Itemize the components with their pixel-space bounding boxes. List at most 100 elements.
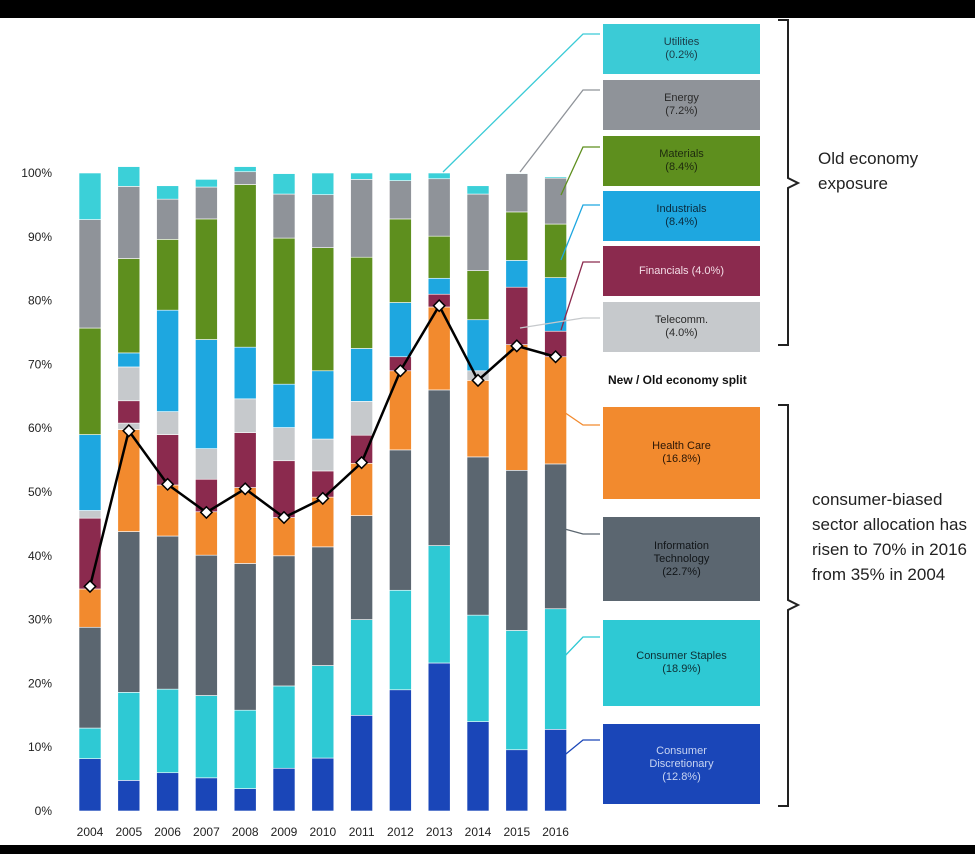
bar-segment	[466, 456, 490, 616]
bar-segment	[350, 619, 373, 716]
legend-it-pct: (22.7%)	[662, 565, 701, 578]
bar-segment	[78, 172, 102, 220]
bar-segment	[389, 172, 412, 181]
y-tick-label: 90%	[28, 230, 52, 244]
legend-connectors	[442, 33, 600, 759]
split-marker	[510, 339, 524, 353]
legend-utilities-label: Utilities	[663, 36, 700, 48]
split-marker	[238, 482, 252, 496]
x-axis: 2004 2005 2006 2007 2008 2009 2010 2011 2012 2013…	[77, 825, 570, 839]
y-axis: 0% 10% 20% 30% 40% 50% 60% 70% 80% 90% 100%	[21, 166, 52, 818]
x-tick-label: 2004	[77, 825, 104, 839]
bar-segment	[311, 665, 335, 759]
legend-energy-label: Energy	[664, 92, 699, 104]
bar-segment	[156, 185, 179, 200]
bar-segment	[117, 258, 141, 354]
bar-segment	[505, 173, 529, 213]
bar-segment	[195, 179, 218, 188]
legend-discretionary-label: Consumer Discretionary	[649, 744, 714, 770]
bar-segment	[156, 535, 179, 690]
bar-segment	[389, 302, 412, 358]
bar-segment	[117, 692, 141, 781]
bar-segment	[389, 218, 412, 303]
bar-segment	[233, 487, 257, 564]
bar-segment	[427, 545, 451, 664]
legend-telecomm: Telecomm. (4.0%)	[603, 302, 760, 352]
bar-segment	[505, 172, 529, 174]
legend-discretionary-pct: (12.8%)	[662, 770, 701, 783]
bar-segment	[272, 767, 296, 812]
split-marker	[393, 364, 408, 378]
split-marker	[354, 455, 369, 470]
bar-segment	[272, 427, 296, 462]
bar-segment	[195, 448, 218, 480]
bar-segment	[544, 177, 567, 225]
bar-segment	[427, 172, 451, 180]
legend-braces	[778, 19, 801, 807]
bar-segment	[78, 588, 102, 628]
bar-segment	[505, 470, 529, 631]
y-tick-label: 80%	[28, 294, 52, 308]
legend-energy-pct: (7.2%)	[665, 105, 698, 117]
bar-segment	[544, 729, 567, 812]
bar-segment	[466, 185, 490, 195]
bar-segment	[505, 260, 529, 288]
bar-segment	[466, 193, 490, 271]
bar-segment	[78, 626, 102, 729]
bar-segment	[233, 563, 257, 711]
bar-segment	[272, 383, 296, 428]
bar-segment	[156, 772, 179, 812]
legend-connector	[560, 527, 600, 535]
bar-segment	[389, 370, 412, 451]
bar-segment	[389, 449, 412, 591]
bar-segment	[427, 235, 451, 279]
split-marker	[277, 510, 291, 525]
bar-segment	[505, 344, 529, 471]
bar-segment	[233, 346, 257, 400]
legend-connector	[560, 739, 600, 759]
bar-segment	[427, 178, 451, 237]
bar-segment	[195, 339, 218, 449]
bar-segment	[156, 688, 179, 774]
x-tick-label: 2006	[154, 825, 181, 839]
bar-segment	[117, 429, 141, 532]
y-tick-label: 100%	[21, 166, 52, 180]
split-marker	[122, 424, 136, 438]
split-marker	[471, 373, 485, 388]
legend-telecomm-label: Telecomm.	[654, 314, 709, 326]
bar-segment	[195, 218, 218, 340]
legend-utilities-pct: (0.2%)	[665, 49, 698, 61]
split-marker	[160, 477, 175, 492]
bar-segment	[505, 749, 529, 812]
bar-segment	[272, 555, 296, 687]
bar-segment	[427, 389, 451, 546]
x-tick-label: 2010	[309, 825, 336, 839]
legend-connector	[560, 409, 600, 426]
bar-segment	[156, 484, 179, 537]
y-tick-label: 20%	[28, 676, 52, 690]
bar-segment	[272, 460, 296, 518]
split-marker	[432, 298, 446, 313]
legend-connector	[519, 89, 600, 173]
bar-segment	[427, 662, 451, 812]
legend-industrials-pct: (8.4%)	[665, 216, 698, 228]
legend-health-care: Health Care (16.8%)	[603, 407, 760, 499]
x-tick-label: 2007	[193, 825, 220, 839]
x-tick-label: 2013	[426, 825, 453, 839]
bar-segment	[78, 434, 102, 511]
bar-segment	[466, 270, 490, 321]
bar-segment	[272, 685, 296, 769]
legend-materials: Materials (8.4%)	[603, 136, 760, 186]
bar-segment	[544, 463, 567, 610]
bar-segment	[78, 327, 102, 435]
x-tick-label: 2015	[503, 825, 530, 839]
legend-telecomm-pct: (4.0%)	[665, 327, 698, 339]
legend-connector	[560, 636, 600, 661]
bar-segment	[350, 515, 373, 620]
y-tick-label: 60%	[28, 421, 52, 435]
bar-segment	[117, 186, 141, 259]
y-tick-label: 50%	[28, 485, 52, 499]
legend-health-care-pct: (16.8%)	[662, 453, 701, 465]
bar-segment	[311, 438, 335, 472]
y-tick-label: 10%	[28, 740, 52, 754]
